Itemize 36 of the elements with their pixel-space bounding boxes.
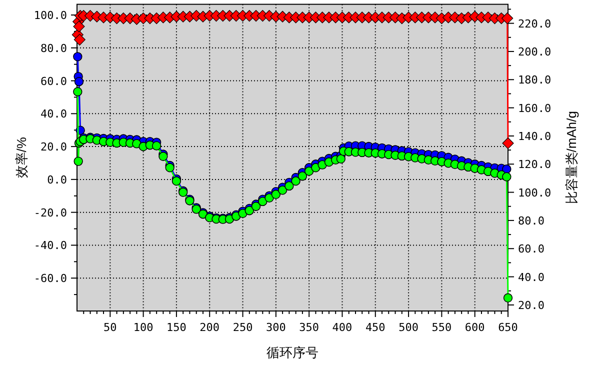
y-tick-label: -60.0	[34, 272, 67, 286]
x-tick-label: 200	[200, 321, 220, 334]
y-axis-title: 效率/%	[14, 136, 29, 178]
x-tick-label: 250	[232, 321, 253, 334]
y2-tick-label: 20.0	[518, 298, 544, 312]
y-tick-label: 100.0	[34, 8, 67, 22]
x-tick-label: 300	[266, 321, 286, 334]
y-tick-label: 20.0	[40, 140, 67, 154]
x-tick-label: 50	[104, 321, 117, 334]
y2-tick-label: 100.0	[518, 186, 552, 200]
y2-tick-label: 80.0	[518, 214, 544, 228]
y-tick-label: -40.0	[34, 239, 67, 252]
y2-axis-title: 比容量类/mAh/g	[564, 111, 579, 204]
x-tick-label: 500	[398, 321, 418, 334]
y2-tick-label: 200.0	[518, 45, 552, 58]
x-tick-label: 100	[133, 321, 154, 334]
y-tick-label: -20.0	[34, 206, 67, 220]
y2-tick-label: 140.0	[518, 130, 552, 143]
y2-tick-label: 160.0	[518, 102, 552, 115]
y-tick-label: 80.0	[40, 42, 67, 55]
y2-tick-label: 40.0	[518, 270, 544, 284]
y-tick-label: 40.0	[40, 108, 67, 121]
x-tick-label: 350	[299, 321, 320, 334]
y2-tick-label: 120.0	[518, 158, 552, 172]
y2-tick-label: 220.0	[518, 17, 552, 30]
x-tick-label: 450	[365, 321, 386, 334]
x-tick-label: 600	[464, 321, 485, 334]
x-axis-title: 循环序号	[266, 345, 318, 360]
y2-tick-label: 180.0	[518, 74, 552, 87]
x-tick-label: 400	[332, 321, 352, 334]
y-tick-label: 60.0	[40, 74, 67, 88]
y-tick-label: 0.0	[47, 173, 67, 186]
y2-tick-label: 60.0	[518, 242, 544, 256]
x-tick-label: 550	[432, 321, 452, 334]
x-tick-label: 650	[498, 321, 518, 334]
x-tick-label: 150	[166, 321, 186, 334]
